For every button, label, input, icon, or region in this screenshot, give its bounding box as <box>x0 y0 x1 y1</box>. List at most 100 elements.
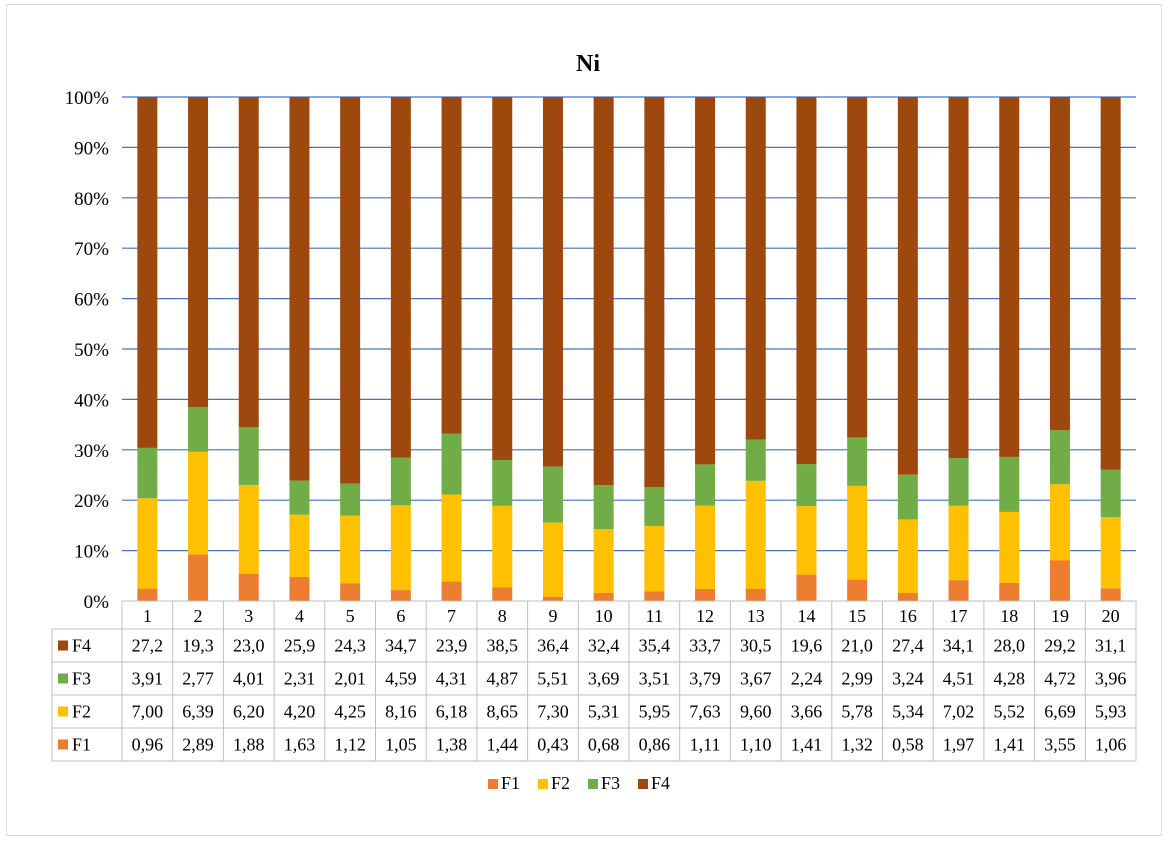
bar-f2 <box>745 480 766 589</box>
bar-f2 <box>593 529 614 593</box>
bar-f2 <box>390 505 411 591</box>
bar-f2 <box>796 506 817 575</box>
data-label: 5,34 <box>892 702 924 722</box>
bar-f1 <box>948 580 969 601</box>
data-label: 1,32 <box>841 735 873 755</box>
bar-f1 <box>238 573 259 601</box>
data-label: 2,99 <box>841 669 873 689</box>
x-category-label: 6 <box>396 606 405 626</box>
bar-f4 <box>745 97 766 440</box>
data-label: 5,78 <box>841 702 873 722</box>
data-label: 3,66 <box>791 702 823 722</box>
y-tick-label: 80% <box>74 189 109 210</box>
row-key-f3 <box>58 673 68 684</box>
y-tick-label: 20% <box>74 491 109 512</box>
bar-f4 <box>948 97 969 459</box>
bar-f1 <box>644 591 665 601</box>
bar-f4 <box>289 97 310 481</box>
legend-label-f1: F1 <box>501 773 520 793</box>
bar-f3 <box>796 464 817 507</box>
bar-f1 <box>340 583 361 601</box>
bar-f3 <box>289 480 310 515</box>
bar-f3 <box>897 474 918 520</box>
data-label: 28,0 <box>994 636 1026 656</box>
bar-f4 <box>340 97 361 484</box>
bar-f3 <box>1100 469 1121 518</box>
data-label: 2,77 <box>182 669 214 689</box>
bar-f3 <box>340 483 361 516</box>
bar-f2 <box>542 522 563 597</box>
x-category-label: 16 <box>899 606 917 626</box>
bar-f4 <box>542 97 563 467</box>
y-axis: 0% 10% 20% 30% 40% 50% 60% 70% 80% 90% 100% <box>65 88 110 613</box>
data-label: 4,25 <box>334 702 366 722</box>
bar-f4 <box>441 97 462 434</box>
bar-f3 <box>593 485 614 530</box>
bar-f3 <box>390 457 411 506</box>
bar-f1 <box>593 592 614 601</box>
y-tick-label: 30% <box>74 441 109 462</box>
data-label: 5,51 <box>537 669 569 689</box>
bar-f4 <box>188 97 209 408</box>
data-label: 4,28 <box>994 669 1026 689</box>
bar-f4 <box>897 97 918 475</box>
data-label: 35,4 <box>639 636 671 656</box>
legend-label-f4: F4 <box>651 773 670 793</box>
data-label: 27,4 <box>892 636 924 656</box>
bar-f3 <box>695 464 716 506</box>
data-label: 4,59 <box>385 669 417 689</box>
data-label: 34,7 <box>385 636 417 656</box>
data-label: 3,51 <box>639 669 671 689</box>
data-label: 0,86 <box>639 735 671 755</box>
bar-f2 <box>441 494 462 582</box>
data-label: 3,67 <box>740 669 772 689</box>
data-label: 5,95 <box>639 702 671 722</box>
data-label: 1,38 <box>436 735 468 755</box>
data-label: 1,88 <box>233 735 265 755</box>
data-label: 25,9 <box>284 636 316 656</box>
data-label: 6,39 <box>182 702 214 722</box>
data-label: 1,41 <box>791 735 823 755</box>
bar-f4 <box>847 97 868 438</box>
bar-f2 <box>238 484 259 574</box>
data-label: 1,97 <box>943 735 975 755</box>
data-label: 2,89 <box>182 735 214 755</box>
bar-f3 <box>999 456 1020 512</box>
data-label: 0,43 <box>537 735 569 755</box>
data-label: 24,3 <box>334 636 366 656</box>
x-category-label: 20 <box>1102 606 1120 626</box>
x-category-label: 15 <box>848 606 866 626</box>
bar-f3 <box>137 447 158 499</box>
data-label: 3,69 <box>588 669 620 689</box>
data-label: 4,31 <box>436 669 468 689</box>
y-tick-label: 70% <box>74 239 109 260</box>
row-key-f2 <box>58 706 68 717</box>
y-tick-label: 0% <box>84 592 110 613</box>
y-tick-label: 60% <box>74 290 109 311</box>
legend-key-f2 <box>538 779 548 789</box>
bar-f4 <box>695 97 716 465</box>
bar-f1 <box>745 588 766 601</box>
x-category-label: 11 <box>646 606 663 626</box>
row-header-f3: F3 <box>72 669 91 689</box>
x-category-label: 10 <box>595 606 613 626</box>
data-label: 38,5 <box>487 636 519 656</box>
row-header-f2: F2 <box>72 702 91 722</box>
gridlines <box>122 96 1136 552</box>
legend-label-f2: F2 <box>551 773 570 793</box>
data-label: 2,01 <box>334 669 366 689</box>
data-label: 27,2 <box>132 636 164 656</box>
y-tick-label: 90% <box>74 138 109 159</box>
x-category-label: 18 <box>1000 606 1018 626</box>
bar-f2 <box>948 505 969 581</box>
bar-f1 <box>390 590 411 601</box>
x-category-label: 9 <box>548 606 557 626</box>
legend-key-f4 <box>638 779 648 789</box>
data-label: 3,91 <box>132 669 164 689</box>
y-tick-label: 100% <box>65 88 110 109</box>
data-label: 19,6 <box>791 636 823 656</box>
bar-f3 <box>948 458 969 506</box>
row-header-f4: F4 <box>72 636 91 656</box>
